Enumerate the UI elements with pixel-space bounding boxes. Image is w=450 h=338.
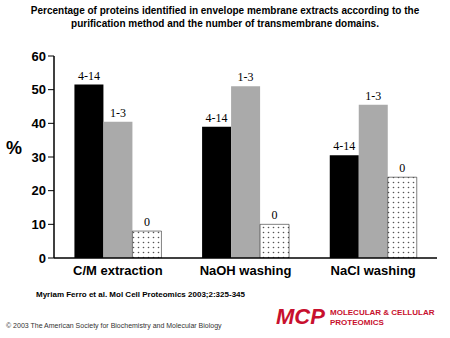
svg-text:0: 0 [39, 251, 46, 266]
html-text:PROTEOMICS: PROTEOMICS [330, 318, 384, 327]
html-text:MOLECULAR & CELLULAR: MOLECULAR & CELLULAR [330, 308, 435, 317]
html-text:© 2003 The American Society fo: © 2003 The American Society for Biochemi… [6, 322, 222, 329]
svg-text:40: 40 [32, 116, 46, 131]
svg-text:0: 0 [272, 208, 278, 222]
svg-text:NaCl washing: NaCl washing [331, 263, 416, 278]
svg-text:30: 30 [32, 150, 46, 165]
svg-text:4-14: 4-14 [78, 69, 100, 83]
svg-text:4-14: 4-14 [206, 111, 228, 125]
html-text:MCP: MCP [276, 304, 325, 329]
svg-text:10: 10 [32, 217, 46, 232]
html-text:Percentage of proteins identif: Percentage of proteins identified in env… [30, 5, 420, 29]
svg-text:C/M extraction: C/M extraction [73, 263, 163, 278]
svg-text:1-3: 1-3 [238, 70, 254, 84]
svg-text:0: 0 [399, 161, 405, 175]
svg-text:60: 60 [32, 49, 46, 64]
svg-text:1-3: 1-3 [365, 89, 381, 103]
svg-text:0: 0 [144, 215, 150, 229]
svg-text:50: 50 [32, 82, 46, 97]
svg-text:4-14: 4-14 [333, 139, 355, 153]
svg-text:NaOH washing: NaOH washing [200, 263, 292, 278]
svg-text:1-3: 1-3 [110, 106, 126, 120]
svg-text:20: 20 [32, 183, 46, 198]
html-text:Myriam Ferro et al. Mol Cell P: Myriam Ferro et al. Mol Cell Proteomics … [36, 290, 245, 299]
